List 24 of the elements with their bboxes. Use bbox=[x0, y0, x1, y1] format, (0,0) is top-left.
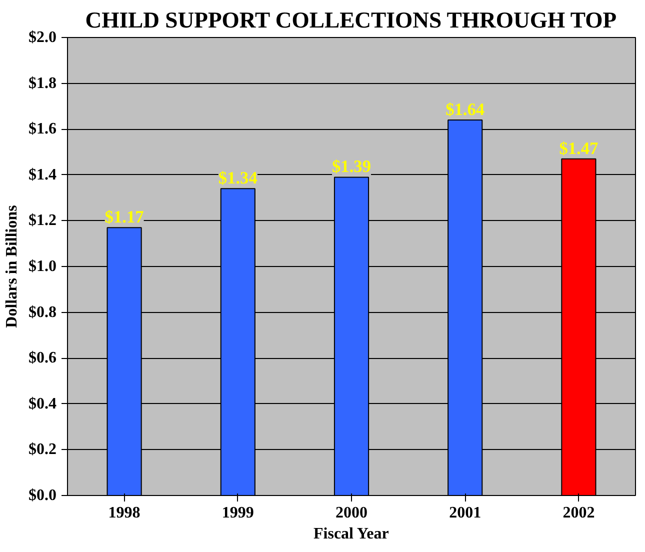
y-tick-label: $0.2 bbox=[28, 441, 56, 458]
x-tick-label: 2002 bbox=[562, 504, 595, 522]
x-tick-label: 1999 bbox=[222, 504, 254, 522]
data-label: $1.17 bbox=[104, 208, 144, 227]
y-axis-title: Dollars in Billions bbox=[4, 205, 20, 328]
chart-title: CHILD SUPPORT COLLECTIONS THROUGH TOP bbox=[85, 8, 617, 32]
data-label: $1.47 bbox=[559, 138, 599, 158]
y-tick-label: $1.0 bbox=[28, 258, 56, 275]
y-tick-label: $0.6 bbox=[28, 350, 56, 367]
x-tick-label: 1998 bbox=[108, 504, 140, 522]
data-label: $1.64 bbox=[446, 100, 485, 119]
data-label: $1.34 bbox=[218, 168, 258, 188]
x-tick-label: 2000 bbox=[336, 504, 368, 522]
y-tick-label: $0.4 bbox=[28, 395, 56, 412]
y-tick-label: $2.0 bbox=[28, 29, 56, 46]
x-tick-label: 2001 bbox=[449, 504, 482, 522]
data-label: $1.39 bbox=[332, 157, 372, 176]
x-axis-title: Fiscal Year bbox=[314, 526, 389, 542]
y-tick-label: $1.6 bbox=[28, 120, 56, 138]
y-tick-label: $0.0 bbox=[28, 487, 56, 504]
y-tick-label: $1.8 bbox=[28, 74, 56, 92]
y-tick-label: $0.8 bbox=[28, 304, 56, 321]
y-tick-label: $1.2 bbox=[28, 212, 56, 230]
y-tick-label: $1.4 bbox=[28, 166, 56, 184]
